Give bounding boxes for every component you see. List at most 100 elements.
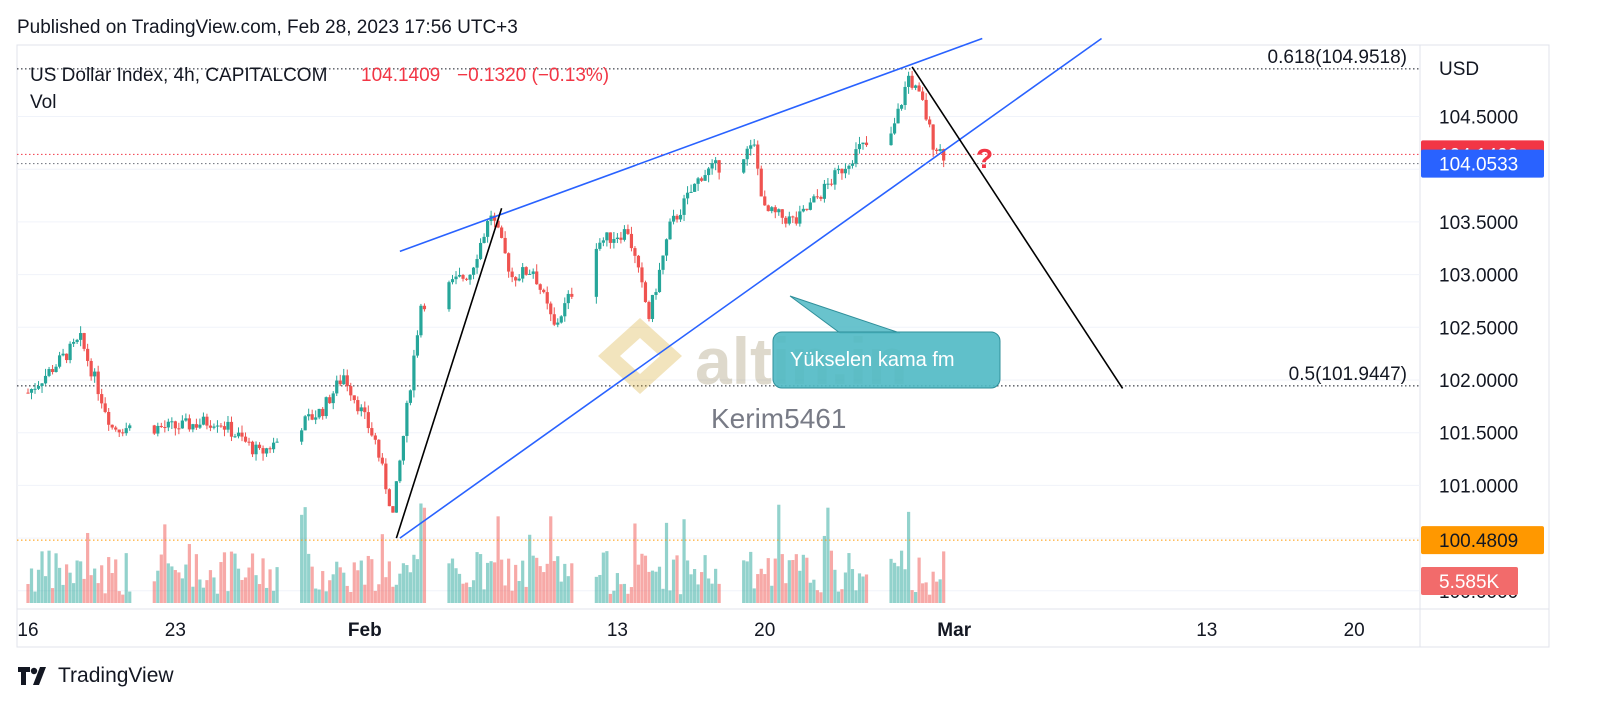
tradingview-brand[interactable]: TradingView — [18, 664, 174, 688]
callout[interactable]: Yükselen kama fm — [772, 295, 1001, 389]
price-badge-volume — [1421, 567, 1518, 595]
volume-bar — [921, 583, 925, 603]
volume-bar — [300, 514, 304, 603]
volume-bar — [549, 516, 553, 603]
volume-bar — [26, 584, 30, 603]
candle-body — [622, 229, 627, 240]
candle-body — [826, 183, 830, 185]
candle-body — [86, 348, 90, 361]
candle-body — [100, 394, 104, 404]
volume-bar — [700, 572, 704, 603]
candle-body — [40, 383, 44, 387]
volume-bar — [170, 566, 174, 603]
volume-bar — [850, 569, 855, 603]
candle-body — [896, 108, 900, 124]
candle-body — [177, 428, 181, 430]
level-lines: 0.618(104.9518) 0.5(101.9447) — [17, 47, 1420, 541]
price-badge-label: 100.4809 — [1439, 531, 1518, 552]
volume-bar — [777, 504, 781, 603]
candle-body — [236, 432, 241, 437]
candle-body — [240, 432, 244, 437]
volume-bar — [363, 584, 367, 603]
candle-body — [594, 248, 598, 297]
candle-body — [173, 421, 177, 429]
volume-bar — [33, 591, 37, 603]
trendline-leg-up[interactable] — [395, 207, 503, 539]
volume-bars — [26, 503, 946, 603]
candle-body — [68, 343, 72, 361]
candle-body — [899, 105, 904, 109]
volume-bar — [50, 588, 55, 603]
candle-body — [612, 239, 616, 243]
volume-bar — [801, 554, 805, 603]
volume-bar — [657, 566, 662, 603]
candle-body — [605, 232, 609, 241]
volume-bar — [598, 574, 602, 603]
candle-body — [380, 457, 384, 464]
volume-bar — [72, 583, 76, 603]
candle-body — [457, 275, 462, 277]
volume-bar — [892, 562, 897, 603]
candle-body — [629, 233, 634, 249]
candle-body — [503, 237, 507, 254]
candle-body — [493, 215, 497, 221]
volume-bar — [552, 561, 556, 603]
volume-bar — [692, 569, 697, 603]
candle-body — [307, 414, 311, 417]
volume-bar — [864, 574, 869, 603]
volume-bar — [917, 557, 921, 603]
volume-bar — [626, 593, 630, 603]
volume-bar — [661, 588, 665, 603]
currency-label: USD — [1439, 59, 1479, 80]
candle-body — [500, 227, 504, 238]
candle-body — [422, 305, 427, 310]
volume-bar — [173, 570, 177, 603]
candle-body — [759, 168, 763, 197]
volume-bar — [64, 564, 69, 603]
volume-bar — [187, 544, 191, 603]
legend-change: −0.1320 (−0.13%) — [457, 65, 609, 86]
x-tick-label: Feb — [348, 620, 382, 641]
volume-bar — [40, 551, 44, 603]
candle-body — [685, 192, 690, 199]
candle-body — [784, 217, 788, 224]
candle-body — [359, 407, 363, 412]
volume-bar — [619, 584, 623, 603]
candle-body — [96, 371, 100, 395]
volume-bar — [359, 560, 363, 603]
candle-body — [510, 271, 514, 278]
candle-body — [226, 421, 230, 430]
candle-body — [643, 282, 648, 303]
volume-bar — [387, 561, 391, 603]
volume-bar — [889, 558, 893, 603]
trendline-wedge-upper[interactable] — [399, 37, 983, 253]
price-badge-orange — [1421, 526, 1544, 555]
volume-bar — [54, 553, 58, 603]
volume-bar — [268, 569, 272, 603]
volume-bar — [191, 586, 195, 603]
trendline-wedge-lower[interactable] — [399, 37, 1103, 539]
candle-body — [482, 236, 486, 243]
candle-body — [401, 435, 405, 461]
volume-bar — [475, 552, 479, 603]
volume-bar — [184, 564, 188, 603]
candle-body — [300, 430, 304, 442]
volume-bar — [493, 562, 497, 603]
candle-body — [570, 293, 574, 297]
volume-bar — [478, 554, 483, 603]
volume-bar — [447, 563, 451, 603]
volume-bar — [422, 507, 427, 603]
volume-bar — [180, 578, 184, 603]
candle-body — [654, 292, 658, 295]
volume-bar — [524, 586, 528, 603]
volume-bar — [349, 591, 353, 603]
trendline-projection[interactable] — [911, 66, 1124, 389]
volume-bar — [819, 592, 823, 603]
volume-bar — [840, 589, 844, 603]
candle-body — [352, 395, 356, 401]
candle-body — [335, 380, 339, 394]
legend-volume: Vol — [30, 92, 56, 113]
volume-bar — [545, 563, 549, 603]
volume-bar — [321, 571, 325, 603]
